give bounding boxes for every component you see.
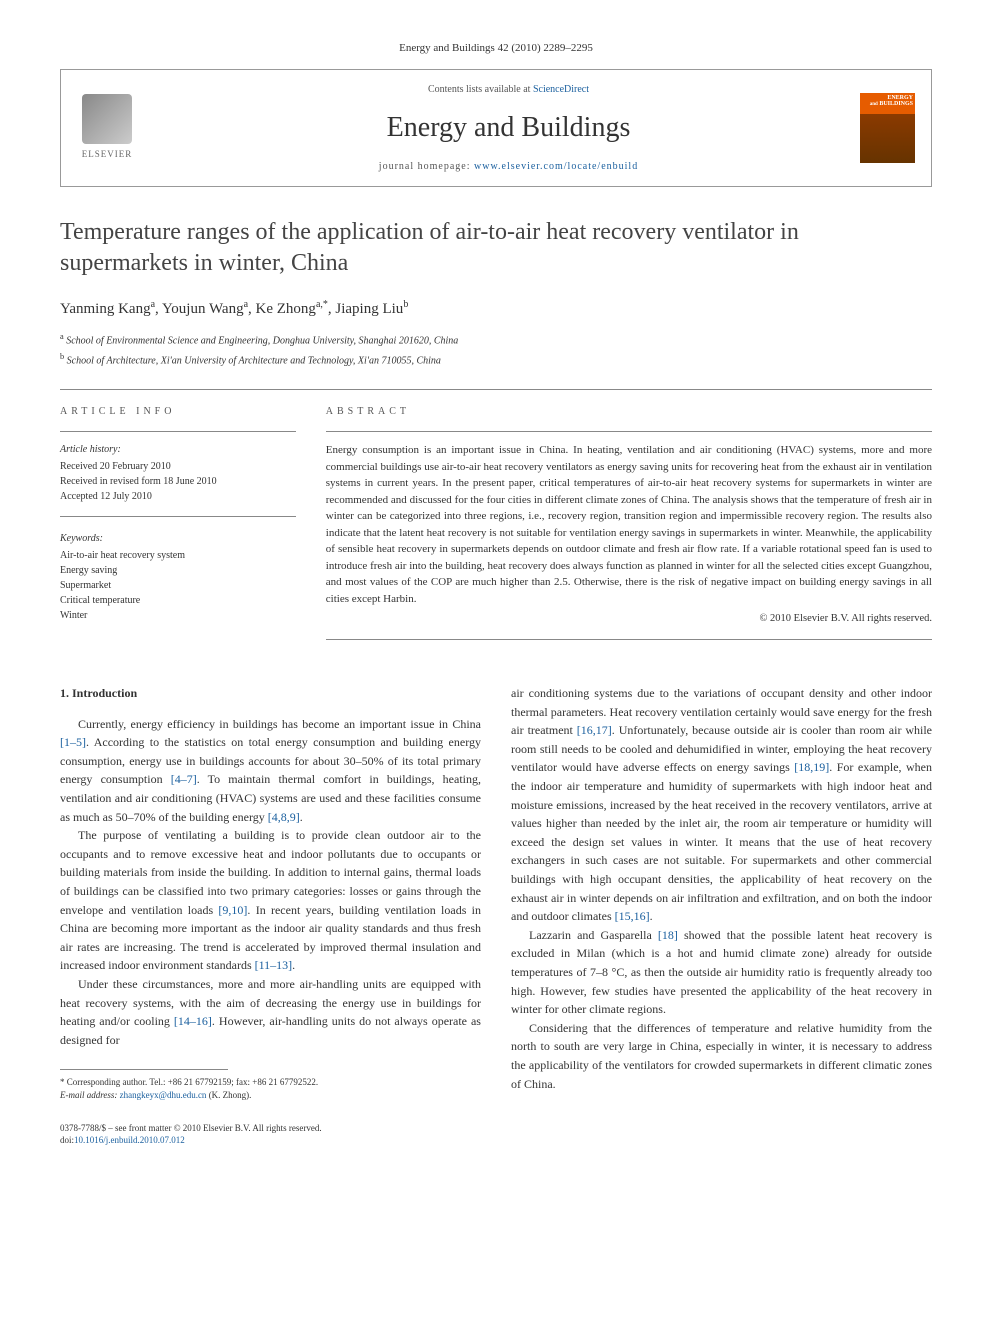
sciencedirect-link[interactable]: ScienceDirect [533,84,589,95]
history-line-2: Accepted 12 July 2010 [60,489,296,504]
history-line-1: Received in revised form 18 June 2010 [60,474,296,489]
email-label: E-mail address: [60,1090,120,1100]
keyword-4: Winter [60,608,296,623]
journal-cover-thumbnail: ENERGY and BUILDINGS [860,93,915,163]
aff-sup-b: b [60,352,64,361]
abstract-copyright: © 2010 Elsevier B.V. All rights reserved… [326,611,932,627]
homepage-link[interactable]: www.elsevier.com/locate/enbuild [474,161,638,172]
abstract-divider [326,431,932,432]
keyword-2: Supermarket [60,578,296,593]
cover-and: and [870,102,878,107]
cover-line2: BUILDINGS [879,101,913,107]
article-info-column: article info Article history: Received 2… [60,404,296,649]
page-footer: 0378-7788/$ – see front matter © 2010 El… [60,1122,932,1147]
left-column: 1. Introduction Currently, energy effici… [60,684,481,1101]
right-column: air conditioning systems due to the vari… [511,684,932,1101]
corresponding-author-footnote: * Corresponding author. Tel.: +86 21 677… [60,1076,481,1101]
para-3: Under these circumstances, more and more… [60,975,481,1049]
history-label: Article history: [60,442,296,457]
journal-name: Energy and Buildings [157,107,860,149]
para-5: Lazzarin and Gasparella [18] showed that… [511,926,932,1019]
info-divider-1 [60,431,296,432]
journal-header-box: ELSEVIER Contents lists available at Sci… [60,69,932,187]
contents-prefix: Contents lists available at [428,84,533,95]
elsevier-tree-icon [82,94,132,144]
article-info-heading: article info [60,404,296,419]
issn-line: 0378-7788/$ – see front matter © 2010 El… [60,1122,932,1135]
elsevier-label: ELSEVIER [82,148,133,162]
aff-text-a: School of Environmental Science and Engi… [66,336,458,347]
para-2: The purpose of ventilating a building is… [60,826,481,975]
keyword-3: Critical temperature [60,593,296,608]
corr-author-line: * Corresponding author. Tel.: +86 21 677… [60,1076,481,1089]
affiliation-a: a School of Environmental Science and En… [60,330,932,349]
cover-thumb-text: ENERGY and BUILDINGS [870,95,913,108]
para-4: air conditioning systems due to the vari… [511,684,932,926]
cover-line1: ENERGY [887,95,913,101]
info-abstract-row: article info Article history: Received 2… [60,389,932,649]
doi-line: doi:10.1016/j.enbuild.2010.07.012 [60,1134,932,1147]
authors-line: Yanming Kanga, Youjun Wanga, Ke Zhonga,*… [60,297,932,321]
elsevier-logo: ELSEVIER [77,93,137,163]
keywords-label: Keywords: [60,531,296,546]
history-line-0: Received 20 February 2010 [60,459,296,474]
history-block: Article history: Received 20 February 20… [60,442,296,517]
header-center: Contents lists available at ScienceDirec… [157,82,860,174]
doi-link[interactable]: 10.1016/j.enbuild.2010.07.012 [74,1135,185,1145]
abstract-column: abstract Energy consumption is an import… [326,404,932,649]
email-link[interactable]: zhangkeyx@dhu.edu.cn [120,1090,207,1100]
affiliation-b: b School of Architecture, Xi'an Universi… [60,350,932,369]
affiliations: a School of Environmental Science and En… [60,330,932,369]
section-1-heading: 1. Introduction [60,684,481,703]
para-6: Considering that the differences of temp… [511,1019,932,1093]
para-1: Currently, energy efficiency in building… [60,715,481,827]
abstract-text: Energy consumption is an important issue… [326,442,932,640]
journal-reference: Energy and Buildings 42 (2010) 2289–2295 [60,40,932,57]
contents-line: Contents lists available at ScienceDirec… [157,82,860,97]
email-suffix: (K. Zhong). [206,1090,251,1100]
aff-text-b: School of Architecture, Xi'an University… [67,355,441,366]
corr-email-line: E-mail address: zhangkeyx@dhu.edu.cn (K.… [60,1089,481,1102]
article-title: Temperature ranges of the application of… [60,217,932,279]
homepage-prefix: journal homepage: [379,161,474,172]
doi-label: doi: [60,1135,74,1145]
body-columns: 1. Introduction Currently, energy effici… [60,684,932,1101]
keyword-0: Air-to-air heat recovery system [60,548,296,563]
keyword-1: Energy saving [60,563,296,578]
homepage-line: journal homepage: www.elsevier.com/locat… [157,159,860,174]
abstract-body: Energy consumption is an important issue… [326,444,932,605]
footnote-divider [60,1069,228,1070]
aff-sup-a: a [60,332,64,341]
keywords-block: Keywords: Air-to-air heat recovery syste… [60,531,296,635]
abstract-heading: abstract [326,404,932,419]
